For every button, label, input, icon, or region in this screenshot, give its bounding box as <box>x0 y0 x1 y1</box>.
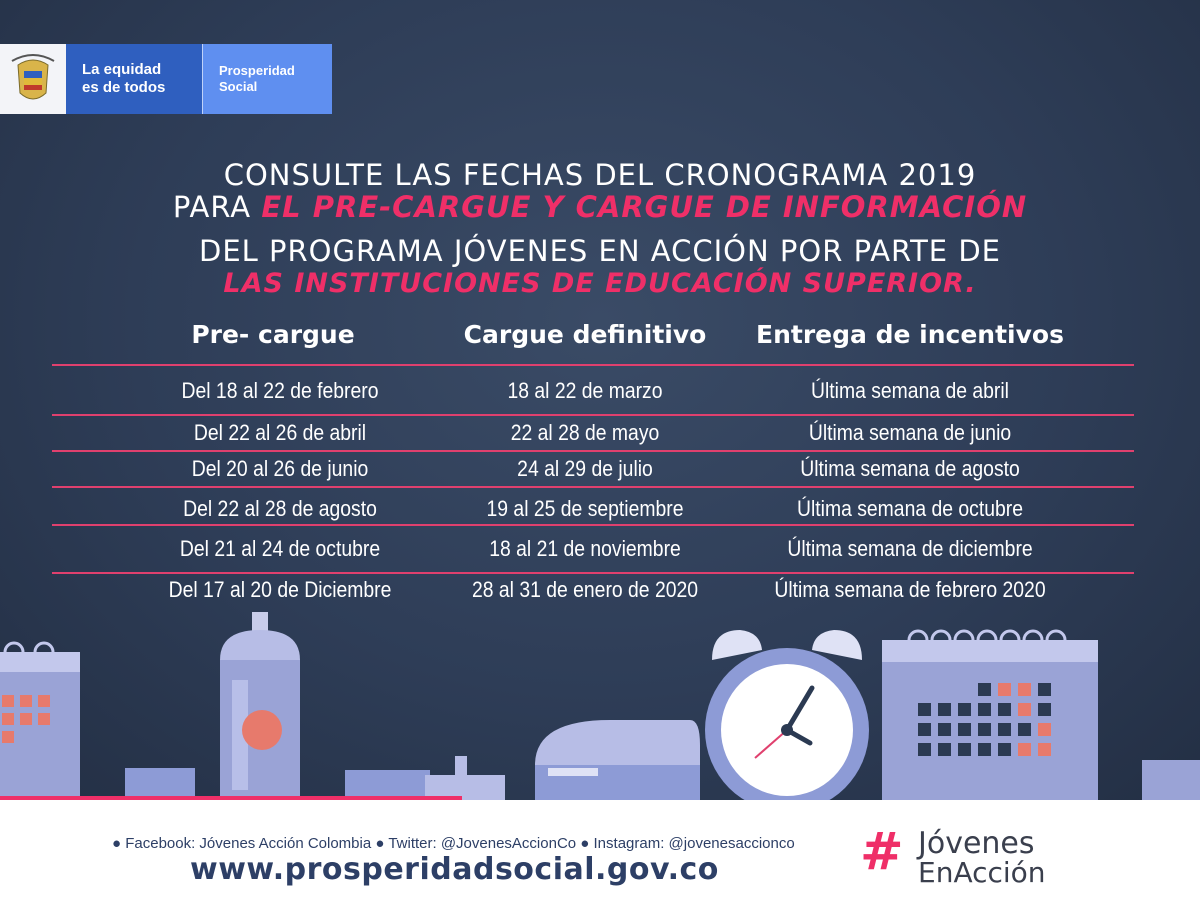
table-cell: Del 22 al 26 de abril <box>193 420 367 445</box>
table-cell: Última semana de febrero 2020 <box>774 577 1046 602</box>
la-equidad-logo: La equidad es de todos <box>66 44 202 114</box>
table-row-divider <box>52 524 1134 526</box>
table-row-divider <box>52 364 1134 366</box>
table-row-divider <box>52 486 1134 488</box>
table-row-divider <box>52 414 1134 416</box>
headline-line1: CONSULTE LAS FECHAS DEL CRONOGRAMA 2019 <box>223 158 977 192</box>
headline-line2-prefix: PARA <box>172 190 252 224</box>
calendar-left-icon <box>0 641 80 802</box>
prosperidad-social-logo: Prosperidad Social <box>202 44 332 114</box>
table-cell: 19 al 25 de septiembre <box>486 496 684 521</box>
table-cell: Última semana de abril <box>811 378 1009 403</box>
spray-bottle-icon <box>220 612 300 800</box>
table-cell: 24 al 29 de julio <box>517 456 653 481</box>
table-cell: 18 al 21 de noviembre <box>489 536 681 561</box>
table-cell: 28 al 31 de enero de 2020 <box>471 577 699 602</box>
logo-prosperidad-line2: Social <box>219 79 258 94</box>
headline-line4: LAS INSTITUCIONES DE EDUCACIÓN SUPERIOR. <box>223 268 977 299</box>
headline-line3: DEL PROGRAMA JÓVENES EN ACCIÓN POR PARTE… <box>199 234 1001 268</box>
logo-equidad-line2: es de todos <box>82 79 166 96</box>
table-row-divider <box>52 572 1134 574</box>
jovenes-en-accion-logo: # Jóvenes EnAcción <box>860 820 1080 890</box>
table-row-divider <box>52 450 1134 452</box>
table-cell: 18 al 22 de marzo <box>507 378 663 403</box>
stapler-icon <box>535 720 700 800</box>
table-cell: Del 22 al 28 de agosto <box>183 496 377 521</box>
table-cell: Última semana de junio <box>808 420 1012 445</box>
colombia-shield-logo <box>0 44 66 114</box>
table-cell: Última semana de octubre <box>797 496 1023 521</box>
brand-line2: EnAcción <box>918 856 1046 889</box>
headline-line2-highlight: EL PRE-CARGUE Y CARGUE DE INFORMACIÓN <box>261 190 1028 224</box>
social-links: ● Facebook: Jóvenes Acción Colombia ● Tw… <box>112 835 795 852</box>
table-cell: Del 20 al 26 de junio <box>191 456 369 481</box>
brand-line1: Jóvenes <box>918 826 1035 861</box>
table-cell: Del 21 al 24 de octubre <box>179 536 381 561</box>
calendar-right-icon <box>882 629 1098 800</box>
headline-line2: PARA EL PRE-CARGUE Y CARGUE DE INFORMACI… <box>0 190 1200 224</box>
coat-of-arms-icon <box>11 54 55 100</box>
table-cell: Última semana de agosto <box>800 456 1020 481</box>
table-cell: Del 18 al 22 de febrero <box>181 378 379 403</box>
logo-equidad-line1: La equidad <box>82 61 162 78</box>
column-header-entrega-incentivos: Entrega de incentivos <box>756 320 1064 349</box>
alarm-clock-icon <box>705 630 869 815</box>
footer <box>0 800 1200 900</box>
table-cell: 22 al 28 de mayo <box>510 420 660 445</box>
logo-prosperidad-line1: Prosperidad <box>219 63 295 78</box>
website-url[interactable]: www.prosperidadsocial.gov.co <box>190 852 719 887</box>
hashtag-icon: # <box>860 822 904 882</box>
column-header-pre-cargue: Pre- cargue <box>191 320 355 349</box>
table-cell: Última semana de diciembre <box>787 536 1033 561</box>
table-cell: Del 17 al 20 de Diciembre <box>168 577 392 602</box>
column-header-cargue-definitivo: Cargue definitivo <box>463 320 707 349</box>
